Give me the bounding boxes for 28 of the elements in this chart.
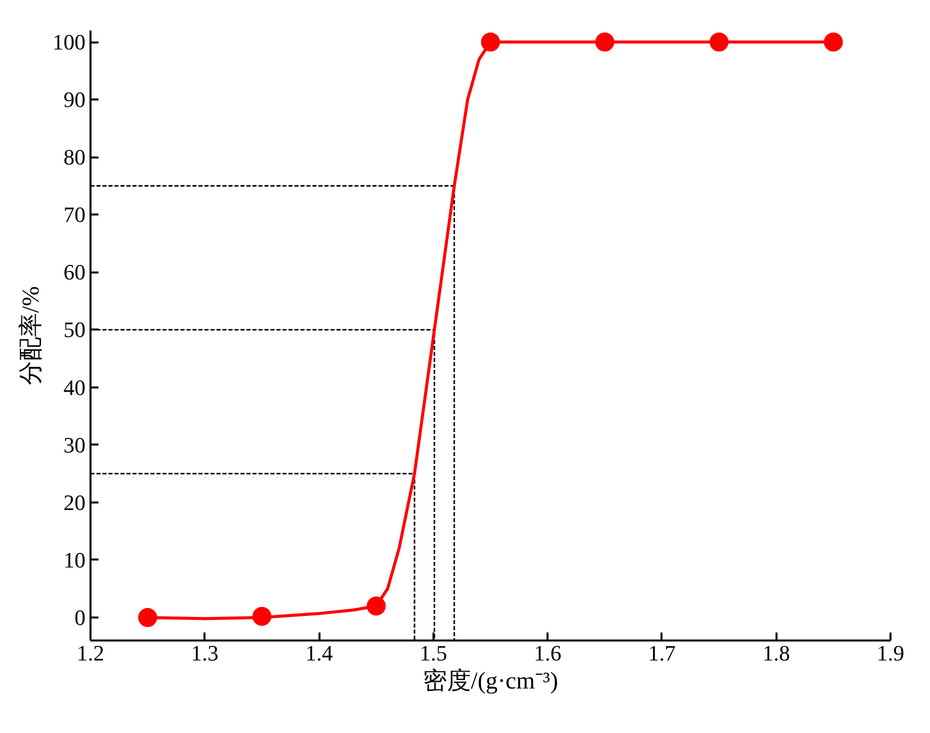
x-tick-label: 1.7 <box>648 640 676 666</box>
y-tick-label: 70 <box>64 202 86 228</box>
y-tick-label: 30 <box>64 432 86 458</box>
y-tick-label: 100 <box>52 30 86 55</box>
x-tick-label: 1.6 <box>534 640 562 666</box>
x-tick-label: 1.9 <box>876 640 904 666</box>
point <box>366 596 386 616</box>
y-axis-title: 分配率/% <box>18 286 44 385</box>
y-tick-label: 40 <box>64 374 86 400</box>
y-tick-label: 90 <box>64 87 86 112</box>
y-tick-label: 10 <box>64 547 86 572</box>
y-tick-label: 80 <box>64 144 86 170</box>
x-tick-label: 1.3 <box>191 640 219 666</box>
y-tick-label: 0 <box>74 604 86 630</box>
x-axis-title: 密度/(g·cm⁻³) <box>422 668 558 694</box>
x-tick-label: 1.5 <box>420 640 448 666</box>
point <box>252 606 272 626</box>
point <box>824 32 843 52</box>
y-tick-label: 60 <box>64 260 86 285</box>
x-tick-label: 1.4 <box>305 640 333 666</box>
x-tick-label: 1.8 <box>762 640 790 666</box>
point <box>481 32 500 52</box>
y-tick-label: 50 <box>64 317 86 342</box>
x-tick-label: 1.2 <box>76 640 104 666</box>
point <box>710 32 729 52</box>
point <box>138 608 158 627</box>
point <box>595 32 614 52</box>
y-tick-label: 20 <box>64 490 86 515</box>
